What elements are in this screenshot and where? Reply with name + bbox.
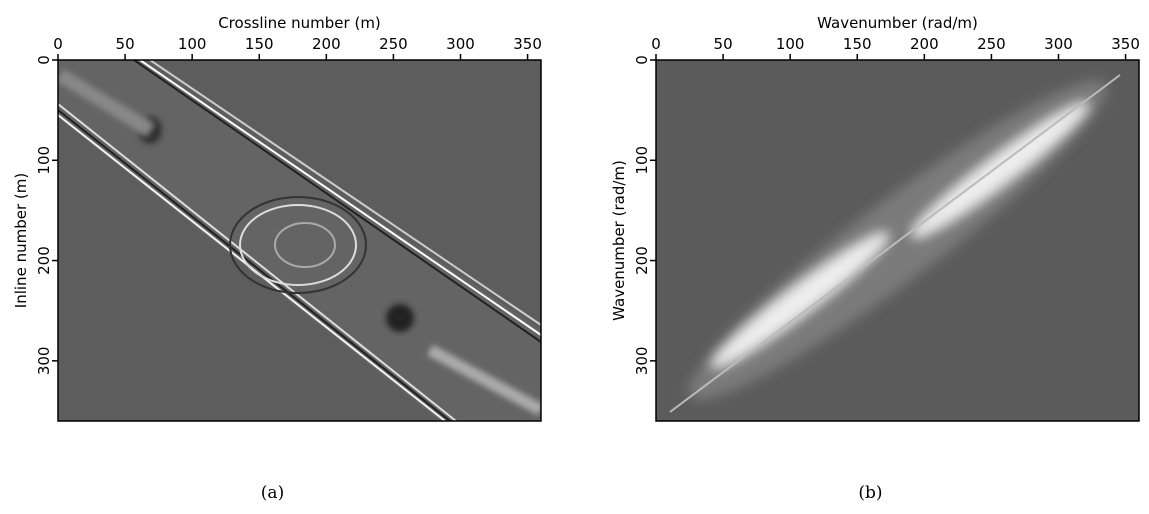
x-tick-label: 350 <box>513 35 542 53</box>
y-tick-label: 300 <box>633 347 651 376</box>
plot-frame <box>655 59 1140 422</box>
y-tick-label: 0 <box>35 55 53 65</box>
x-tick-label: 200 <box>312 35 341 53</box>
x-tick-label: 100 <box>178 35 207 53</box>
x-tick-label: 250 <box>977 35 1006 53</box>
x-tick-label: 300 <box>1044 35 1073 53</box>
x-tick-label: 150 <box>245 35 274 53</box>
x-tick-label: 200 <box>910 35 939 53</box>
y-tick-label: 200 <box>633 246 651 275</box>
x-tick-label: 50 <box>116 35 135 53</box>
y-tick-label: 100 <box>633 146 651 175</box>
seismic-image <box>58 60 541 421</box>
x-tick-label: 300 <box>446 35 475 53</box>
y-tick-label: 0 <box>633 55 651 65</box>
x-tick-label: 250 <box>379 35 408 53</box>
x-tick-label: 100 <box>776 35 805 53</box>
x-tick-label: 0 <box>651 35 661 53</box>
y-axis-label: Wavenumber (rad/m) <box>610 160 628 321</box>
x-tick-label: 150 <box>843 35 872 53</box>
caption: (a) <box>261 483 284 503</box>
y-tick-label: 300 <box>35 347 53 376</box>
x-tick-label: 0 <box>53 35 63 53</box>
x-tick-label: 350 <box>1111 35 1140 53</box>
y-axis-label: Inline number (m) <box>12 173 30 308</box>
spectrum-image <box>656 60 1139 421</box>
y-tick-label: 200 <box>35 246 53 275</box>
plot-frame <box>57 59 542 422</box>
x-axis-label: Wavenumber (rad/m) <box>817 14 978 32</box>
x-axis-label: Crossline number (m) <box>218 14 381 32</box>
y-tick-label: 100 <box>35 146 53 175</box>
caption: (b) <box>858 483 882 503</box>
x-tick-label: 50 <box>714 35 733 53</box>
